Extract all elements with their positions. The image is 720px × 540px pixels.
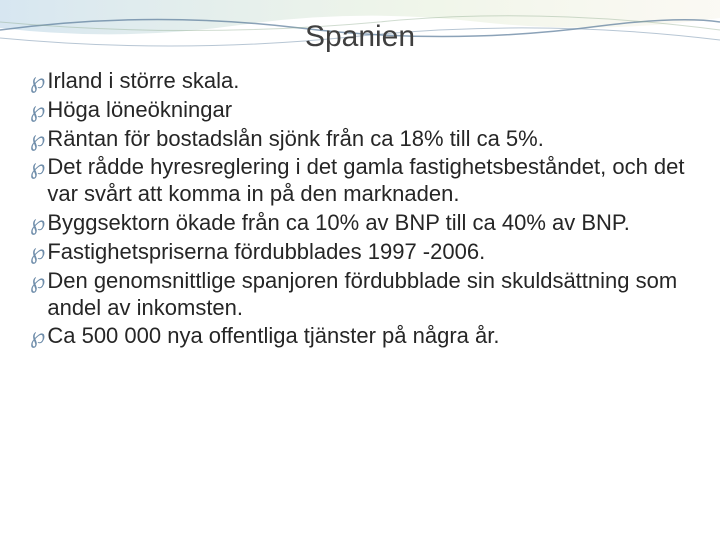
list-item: ℘ Irland i större skala. — [30, 68, 690, 95]
bullet-icon: ℘ — [30, 126, 45, 152]
bullet-icon: ℘ — [30, 68, 45, 94]
bullet-text: Det rådde hyresreglering i det gamla fas… — [47, 154, 690, 208]
bullet-text: Byggsektorn ökade från ca 10% av BNP til… — [47, 210, 690, 237]
list-item: ℘ Byggsektorn ökade från ca 10% av BNP t… — [30, 210, 690, 237]
bullet-text: Höga löneökningar — [47, 97, 690, 124]
bullet-text: Ca 500 000 nya offentliga tjänster på nå… — [47, 323, 690, 350]
slide-title: Spanien — [0, 0, 720, 68]
bullet-text: Den genomsnittlige spanjoren fördubblade… — [47, 268, 690, 322]
bullet-text: Fastighetspriserna fördubblades 1997 -20… — [47, 239, 690, 266]
list-item: ℘ Fastighetspriserna fördubblades 1997 -… — [30, 239, 690, 266]
bullet-list: ℘ Irland i större skala. ℘ Höga löneökni… — [0, 68, 720, 350]
bullet-icon: ℘ — [30, 210, 45, 236]
list-item: ℘ Höga löneökningar — [30, 97, 690, 124]
bullet-icon: ℘ — [30, 268, 45, 294]
bullet-text: Irland i större skala. — [47, 68, 690, 95]
list-item: ℘ Ca 500 000 nya offentliga tjänster på … — [30, 323, 690, 350]
list-item: ℘ Det rådde hyresreglering i det gamla f… — [30, 154, 690, 208]
bullet-text: Räntan för bostadslån sjönk från ca 18% … — [47, 126, 690, 153]
list-item: ℘ Räntan för bostadslån sjönk från ca 18… — [30, 126, 690, 153]
bullet-icon: ℘ — [30, 239, 45, 265]
list-item: ℘ Den genomsnittlige spanjoren fördubbla… — [30, 268, 690, 322]
bullet-icon: ℘ — [30, 154, 45, 180]
bullet-icon: ℘ — [30, 323, 45, 349]
bullet-icon: ℘ — [30, 97, 45, 123]
